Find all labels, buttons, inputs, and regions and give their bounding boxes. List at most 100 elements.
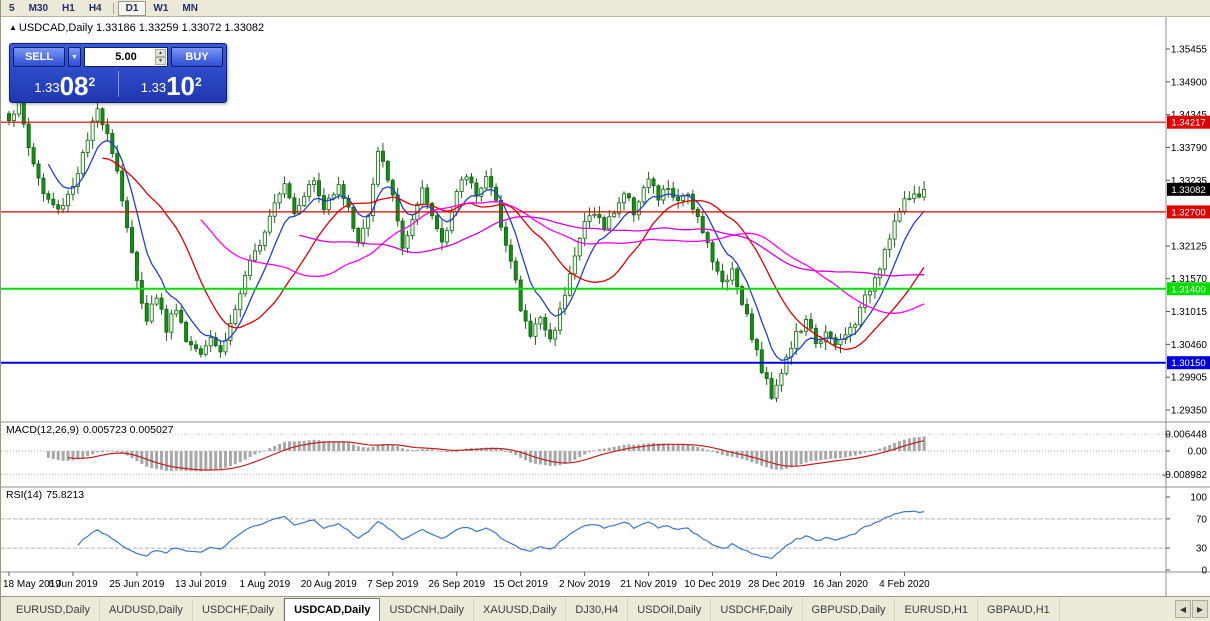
- svg-text:70: 70: [1196, 514, 1208, 525]
- tab-scroll-left-button[interactable]: ◀: [1175, 600, 1191, 618]
- svg-text:1.32125: 1.32125: [1171, 241, 1208, 252]
- chart-tab-eurusd-daily[interactable]: EURUSD,Daily: [7, 599, 100, 621]
- sell-price-big: 08: [59, 71, 89, 101]
- volume-decrease-button[interactable]: ▼: [155, 57, 166, 65]
- svg-text:1.29350: 1.29350: [1171, 406, 1208, 417]
- svg-text:1.30460: 1.30460: [1171, 340, 1208, 351]
- moving-average-lines: [47, 139, 925, 361]
- svg-text:-0.008982: -0.008982: [1162, 470, 1207, 481]
- sell-price[interactable]: 1.33 08 2: [13, 69, 117, 99]
- svg-text:0: 0: [1201, 566, 1207, 577]
- timeframe-button-h4[interactable]: H4: [88, 2, 102, 14]
- timeframe-button-w1[interactable]: W1: [153, 2, 169, 14]
- buy-price-prefix: 1.33: [140, 80, 167, 95]
- tab-scroll-arrows: ◀ ▶: [1172, 597, 1210, 621]
- chart-symbol-label: USDCAD,Daily: [18, 22, 93, 34]
- timeframe-button-mn[interactable]: MN: [182, 2, 198, 14]
- svg-text:13 Jul 2019: 13 Jul 2019: [175, 579, 227, 590]
- chart-area: 1.35455 1.34900 1.34345 1.33790 1.33235 1.321…: [1, 17, 1210, 596]
- svg-text:10 Dec 2019: 10 Dec 2019: [684, 579, 741, 590]
- arrow-left-icon: ◀: [1179, 604, 1187, 614]
- chart-tab-audusd-daily[interactable]: AUDUSD,Daily: [100, 599, 193, 621]
- volume-increase-button[interactable]: ▲: [155, 49, 166, 57]
- rsi-indicator-label: RSI(14) 75.8213: [6, 489, 88, 501]
- chart-tab-usdcad-daily[interactable]: USDCAD,Daily: [284, 598, 381, 621]
- svg-text:1.34217: 1.34217: [1171, 118, 1205, 129]
- sell-price-prefix: 1.33: [34, 80, 60, 95]
- volume-input[interactable]: 5.00 ▲ ▼: [84, 47, 168, 67]
- order-options-dropdown[interactable]: ▼: [68, 47, 81, 67]
- svg-text:16 Jan 2020: 16 Jan 2020: [813, 579, 868, 590]
- chart-tab-usdcnh-daily[interactable]: USDCNH,Daily: [380, 599, 475, 621]
- buy-price[interactable]: 1.33 10 2: [120, 69, 224, 99]
- chart-collapse-icon[interactable]: ▲: [9, 23, 17, 32]
- svg-text:2 Nov 2019: 2 Nov 2019: [559, 579, 611, 590]
- sell-price-sup: 2: [88, 75, 96, 89]
- volume-spinner: ▲ ▼: [155, 49, 166, 65]
- svg-text:30: 30: [1196, 544, 1208, 555]
- chart-tab-xauusd-daily[interactable]: XAUUSD,Daily: [474, 599, 567, 621]
- candles: [7, 98, 927, 403]
- volume-value: 5.00: [115, 51, 137, 63]
- price-badge-level: 1.31400: [1167, 282, 1210, 296]
- price-badge-current: 1.33082: [1167, 182, 1210, 196]
- tab-scroll-right-button[interactable]: ▶: [1192, 600, 1208, 618]
- timeframe-toolbar: 5 M30 H1 H4 D1 W1 MN: [1, 0, 1210, 17]
- macd-indicator-label: MACD(12,26,9) 0.005723 0.005027: [6, 424, 177, 436]
- svg-text:100: 100: [1190, 493, 1207, 504]
- svg-text:21 Nov 2019: 21 Nov 2019: [620, 579, 677, 590]
- chart-tab-eurusd-h1[interactable]: EURUSD,H1: [895, 599, 979, 621]
- svg-text:4 Feb 2020: 4 Feb 2020: [879, 579, 930, 590]
- svg-text:18 May 2019: 18 May 2019: [3, 579, 61, 590]
- timeframe-button-h1[interactable]: H1: [62, 2, 75, 14]
- chart-tab-gbpaud-h1[interactable]: GBPAUD,H1: [978, 599, 1060, 621]
- macd-name: MACD(12,26,9): [6, 424, 79, 436]
- chart-tab-usdoil-daily[interactable]: USDOil,Daily: [628, 599, 712, 621]
- macd-pane: [1, 433, 1166, 475]
- svg-text:1.33790: 1.33790: [1171, 143, 1208, 154]
- svg-text:1.35455: 1.35455: [1171, 45, 1208, 56]
- chart-tab-usdchf-daily[interactable]: USDCHF,Daily: [193, 599, 285, 621]
- chart-tab-gbpusd-daily[interactable]: GBPUSD,Daily: [803, 599, 896, 621]
- svg-text:15 Oct 2019: 15 Oct 2019: [493, 579, 548, 590]
- svg-text:1.34345: 1.34345: [1171, 110, 1208, 121]
- timeframe-button-m30[interactable]: M30: [28, 2, 49, 14]
- svg-text:1.32700: 1.32700: [1171, 207, 1205, 218]
- price-axis[interactable]: 1.35455 1.34900 1.34345 1.33790 1.33235 1.321…: [1162, 45, 1207, 577]
- svg-text:1.31400: 1.31400: [1171, 284, 1205, 295]
- chart-tab-dj30-h4[interactable]: DJ30,H4: [566, 599, 629, 621]
- price-badge-level: 1.32700: [1167, 205, 1210, 219]
- svg-text:1.34900: 1.34900: [1171, 77, 1208, 88]
- buy-button[interactable]: BUY: [171, 47, 223, 67]
- svg-text:1.33082: 1.33082: [1171, 185, 1205, 196]
- horizontal-level-lines[interactable]: [1, 121, 1166, 364]
- svg-text:1.31015: 1.31015: [1171, 307, 1208, 318]
- price-badge-level: 1.34217: [1167, 115, 1210, 129]
- buy-price-sup: 2: [195, 75, 202, 89]
- chart-tab-bar: EURUSD,Daily AUDUSD,Daily USDCHF,Daily USDC…: [1, 596, 1210, 621]
- timeframe-button-5[interactable]: 5: [9, 2, 15, 14]
- svg-text:25 Jun 2019: 25 Jun 2019: [109, 579, 164, 590]
- toolbar-separator: [112, 2, 114, 14]
- svg-text:20 Aug 2019: 20 Aug 2019: [301, 579, 358, 590]
- chart-ohlc-values: 1.33186 1.33259 1.33072 1.33082: [95, 22, 265, 34]
- arrow-right-icon: ▶: [1196, 604, 1204, 614]
- chart-tab-usdchf-daily[interactable]: USDCHF,Daily: [711, 599, 803, 621]
- buy-price-big: 10: [166, 71, 196, 101]
- svg-text:1 Aug 2019: 1 Aug 2019: [240, 579, 291, 590]
- rsi-value: 75.8213: [46, 489, 85, 501]
- svg-text:1.31570: 1.31570: [1171, 274, 1208, 285]
- chart-title: ▲ USDCAD,Daily 1.33186 1.33259 1.33072 1.…: [9, 22, 264, 34]
- sell-button[interactable]: SELL: [13, 47, 65, 67]
- rsi-pane: [1, 510, 1166, 560]
- svg-text:6 Jun 2019: 6 Jun 2019: [48, 579, 98, 590]
- chevron-down-icon: ▼: [71, 53, 78, 61]
- svg-text:28 Dec 2019: 28 Dec 2019: [748, 579, 805, 590]
- chart-canvas[interactable]: 1.35455 1.34900 1.34345 1.33790 1.33235 1.321…: [1, 17, 1210, 596]
- macd-values: 0.005723 0.005027: [82, 424, 174, 436]
- price-badge-level: 1.30150: [1167, 356, 1210, 370]
- timeframe-button-d1[interactable]: D1: [117, 0, 147, 16]
- svg-text:26 Sep 2019: 26 Sep 2019: [428, 579, 485, 590]
